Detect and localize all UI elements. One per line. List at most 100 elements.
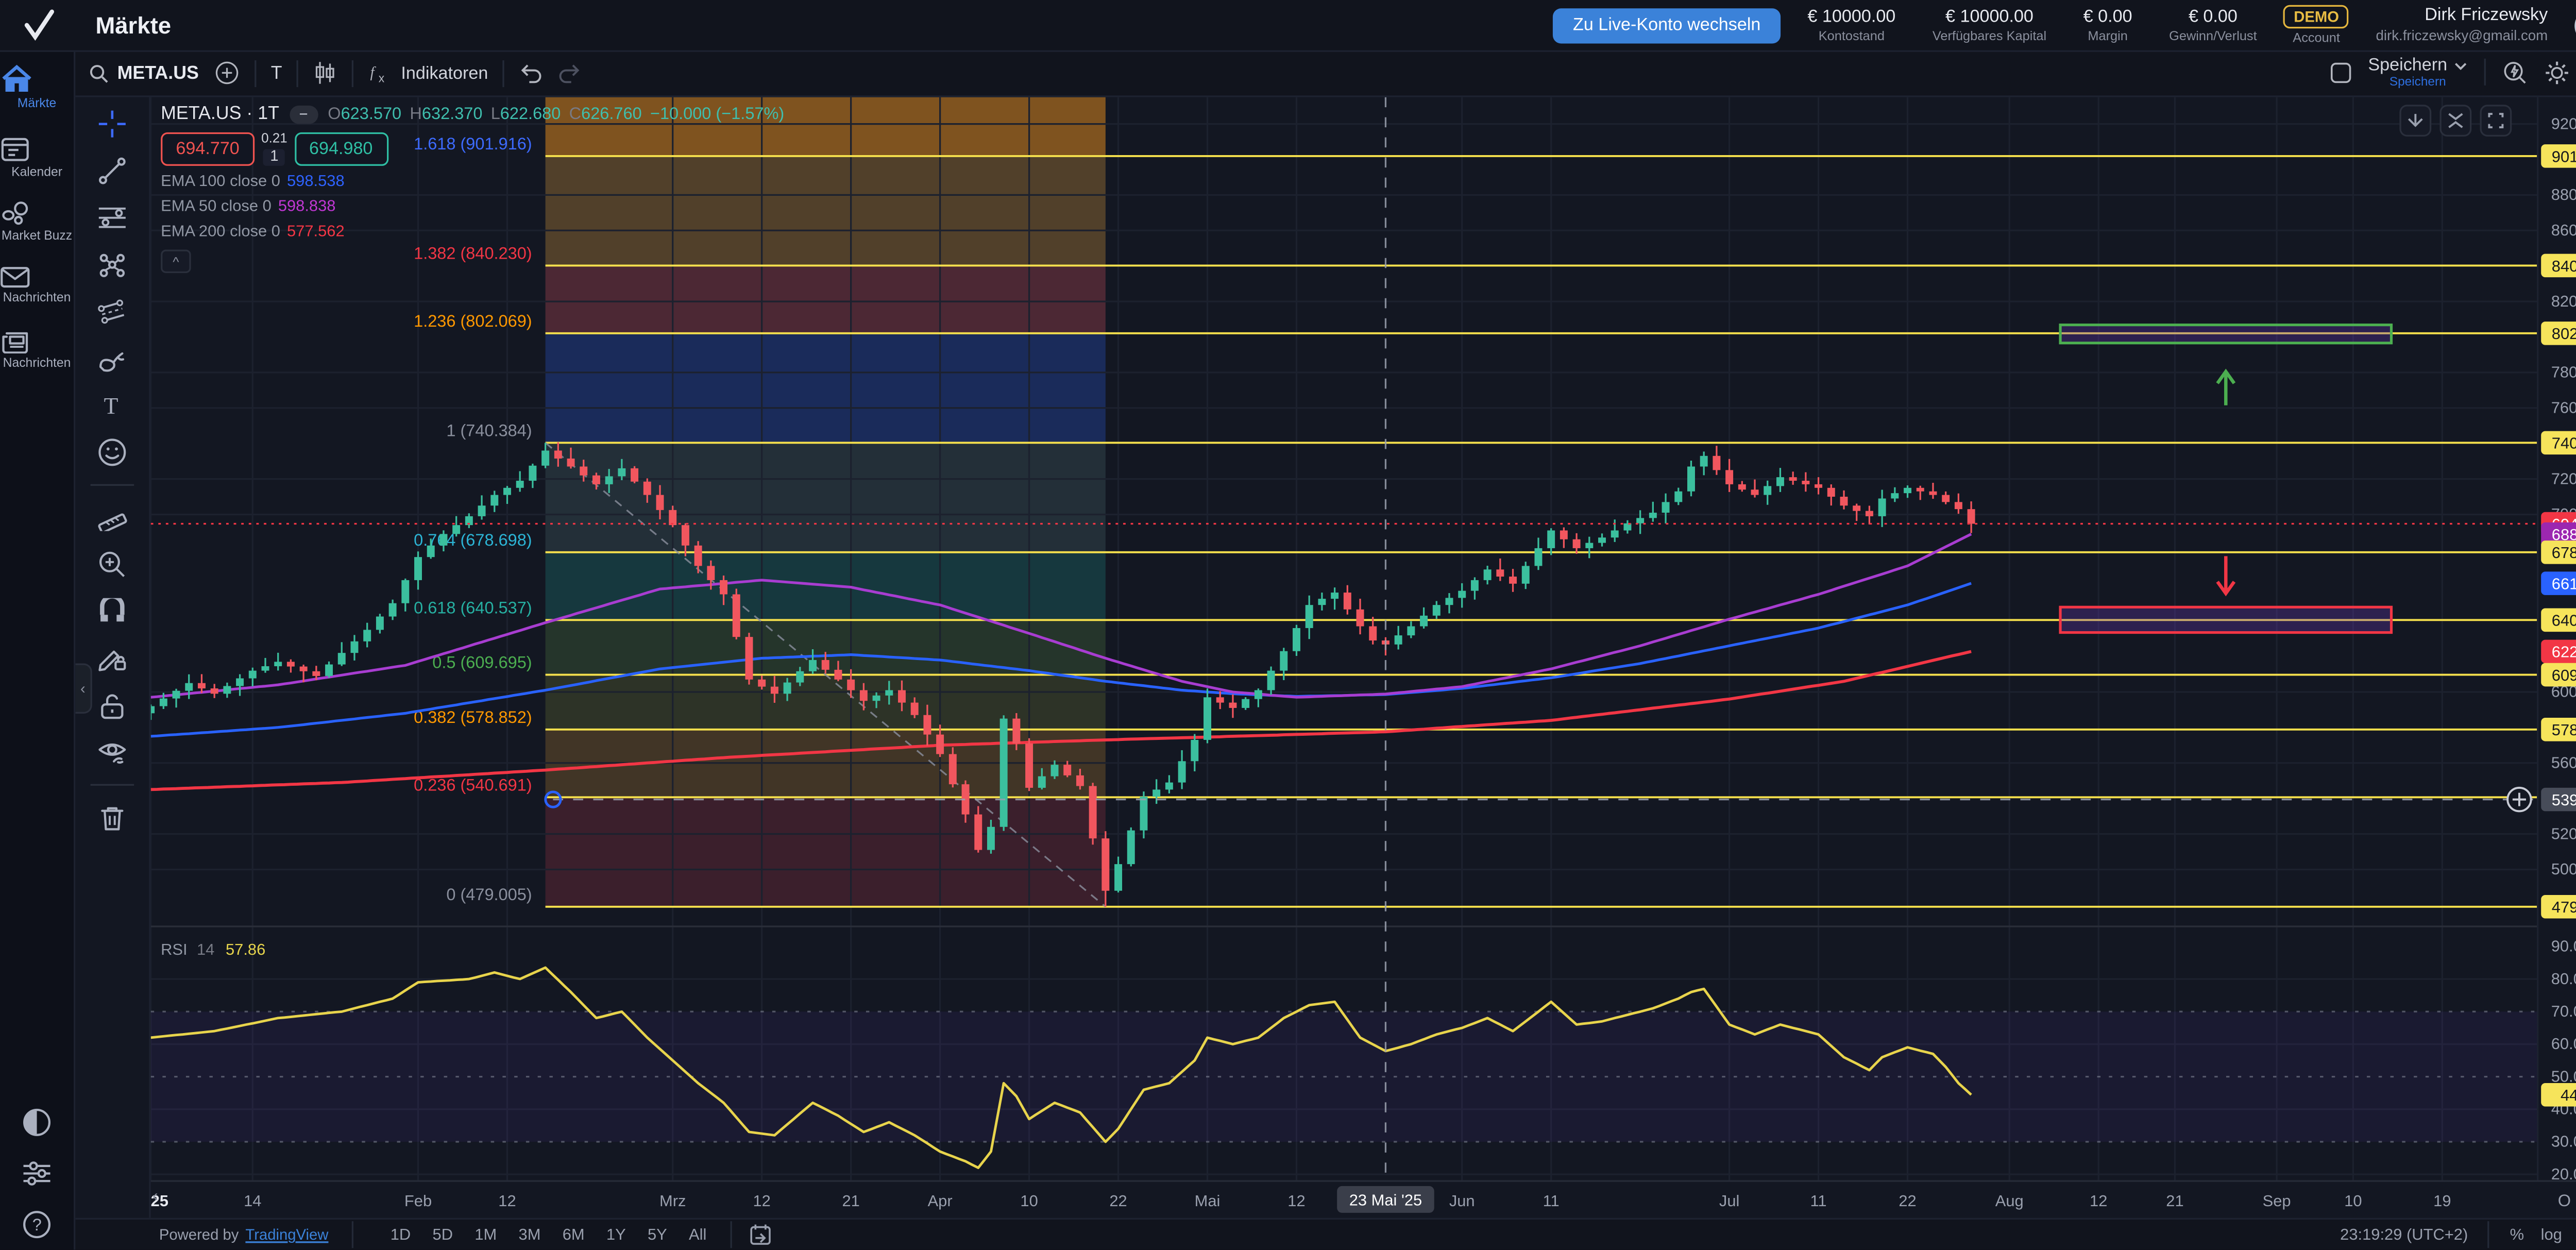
candle [1534,548,1543,566]
text-icon[interactable]: T [94,387,131,424]
candle [567,458,575,467]
candle [834,669,842,680]
range-5d[interactable]: 5D [432,1225,453,1244]
avatar[interactable] [2574,7,2576,43]
lock-icon[interactable] [94,687,131,724]
go-to-date-icon[interactable] [749,1223,772,1246]
symbol-search[interactable]: META.US [89,63,199,83]
fib-label: 0 (479.005) [446,885,532,904]
layout-checkbox-icon[interactable] [2330,62,2351,83]
price-tag [2541,144,2576,168]
pitchfork-icon[interactable] [94,246,131,283]
price-zone-box[interactable] [2059,323,2393,345]
buy-button[interactable]: 694.980 [294,132,388,166]
corner-o-label[interactable]: O [2558,1191,2571,1210]
ema-legend-row[interactable]: EMA 50 close 0 598.838 [161,197,336,216]
parallel-channel-icon[interactable] [94,293,131,330]
sidebar-item-nachrichten[interactable]: Nachrichten [0,328,75,371]
trend-line-icon[interactable] [94,153,131,190]
interval-button[interactable]: T [270,62,282,83]
pane-collapse-icon[interactable] [2439,105,2472,137]
range-1y[interactable]: 1Y [606,1225,626,1244]
candle [656,495,664,510]
range-1m[interactable]: 1M [474,1225,497,1244]
pane-maximize-icon[interactable] [2480,105,2512,137]
scale-mode-percent[interactable]: % [2510,1225,2524,1244]
fib-retracement-icon[interactable] [94,199,131,237]
sidebar-collapse-handle[interactable]: ‹ [75,663,92,714]
sidebar-item-market-buzz[interactable]: Market Buzz [0,202,75,245]
crosshair-icon[interactable] [94,106,131,143]
quantity-value[interactable]: 1 [263,147,285,166]
trash-icon[interactable] [94,799,131,836]
undo-icon[interactable] [520,63,544,83]
ema-legend-row[interactable]: EMA 200 close 0 577.562 [161,223,345,242]
demo-badge: DEMO [2283,5,2349,29]
topbar: Märkte Zu Live-Konto wechseln € 10000.00… [0,0,2576,52]
range-3m[interactable]: 3M [518,1225,541,1244]
candle [707,566,715,580]
clock[interactable]: 23:19:29 (UTC+2) [2340,1225,2468,1244]
candle [478,505,486,516]
candle [299,666,308,671]
ema-legend-row[interactable]: EMA 100 close 0 598.538 [161,172,345,191]
switch-to-live-account-button[interactable]: Zu Live-Konto wechseln [1553,7,1781,43]
rsi-line [150,966,1972,1169]
redo-icon[interactable] [558,63,582,83]
hide-drawings-icon[interactable] [94,734,131,771]
axis-label: 720.000 [2551,469,2576,487]
range-all[interactable]: All [689,1225,707,1244]
magnet-icon[interactable] [94,593,131,630]
add-symbol-icon[interactable] [214,60,239,86]
help-icon[interactable]: ? [22,1209,52,1240]
price-tag [2541,787,2576,812]
contrast-icon[interactable] [22,1107,52,1138]
quick-search-icon[interactable] [2502,60,2528,86]
fib-band [545,674,1106,730]
range-1d[interactable]: 1D [390,1225,411,1244]
price-chart[interactable]: 1.618 (901.916) 1.382 (840.230) 1.236 (802… [150,97,2576,1218]
zoom-in-icon[interactable] [94,546,131,583]
price-tag [2541,254,2576,278]
candle [452,525,461,534]
time-axis-left-button[interactable]: ‹ [152,1188,158,1206]
sidebar-item-nachrichten[interactable]: Nachrichten [0,266,75,306]
candle [872,695,880,701]
sidebar-item-kalender[interactable]: Kalender [0,133,75,180]
candle [1572,539,1581,548]
chart-type-icon[interactable] [314,60,337,86]
candle [1751,489,1759,495]
app-logo-icon[interactable] [0,5,75,45]
candle [1700,455,1708,467]
legend-collapse-button[interactable]: ^ [161,249,191,273]
sell-button[interactable]: 694.770 [161,132,255,166]
sidebar-item-m-rkte[interactable]: Märkte [0,64,75,112]
drawing-anchor-handle[interactable] [544,790,562,808]
scale-mode-log[interactable]: log [2540,1225,2562,1244]
tradingview-link[interactable]: TradingView [245,1226,329,1243]
range-6m[interactable]: 6M [562,1225,585,1244]
arrow-marker[interactable] [2216,581,2236,597]
legend-collapse-pill[interactable]: − [289,105,318,123]
candle [1114,864,1123,891]
save-button[interactable]: Speichern Speichern [2368,55,2467,89]
draw-edit-icon[interactable] [94,640,131,677]
candle [987,826,995,850]
range-5y[interactable]: 5Y [647,1225,667,1244]
gear-icon[interactable] [2545,60,2570,86]
ruler-icon[interactable] [94,499,131,536]
candle [1662,502,1670,513]
price-zone-box[interactable] [2059,605,2393,634]
candle [1802,481,1810,484]
svg-text:578.852: 578.852 [2552,721,2576,739]
sliders-icon[interactable] [22,1161,52,1186]
legend-symbol[interactable]: META.US · 1T [161,104,279,124]
brush-icon[interactable] [94,340,131,377]
account-stat-kontostand: € 10000.00 Kontostand [1807,7,1896,44]
arrow-marker[interactable] [2216,368,2236,384]
candle [1764,486,1772,495]
emoji-icon[interactable] [94,434,131,471]
time-tick: 12 [2090,1192,2107,1210]
